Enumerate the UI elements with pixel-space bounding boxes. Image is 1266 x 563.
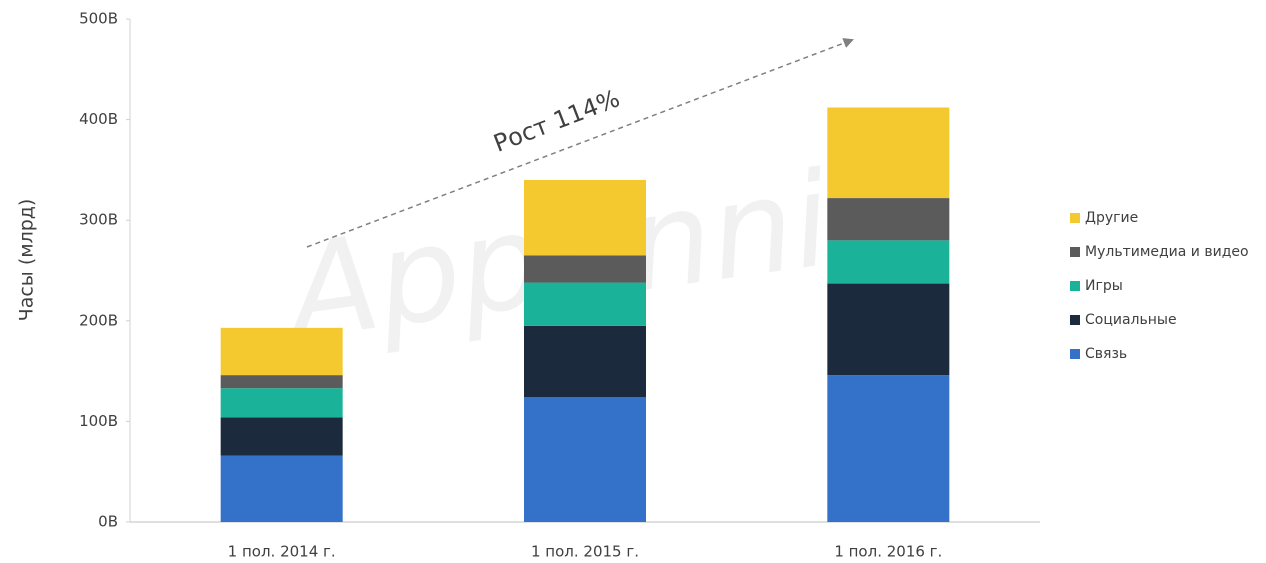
bar-segment bbox=[220, 388, 343, 418]
x-tick-label: 1 пол. 2015 г. bbox=[531, 543, 639, 561]
bar-segment bbox=[827, 375, 950, 522]
y-tick-label: 100В bbox=[79, 412, 118, 430]
bar-segment bbox=[220, 417, 343, 456]
bar-segment bbox=[220, 375, 343, 389]
bar-segment bbox=[827, 240, 950, 284]
y-tick-label: 500В bbox=[79, 10, 118, 28]
bar-segment bbox=[827, 283, 950, 376]
bar-segment bbox=[827, 107, 950, 199]
bar-segment bbox=[220, 327, 343, 376]
legend-label: Социальные bbox=[1085, 312, 1177, 328]
bar-segment bbox=[524, 325, 646, 398]
legend-label: Другие bbox=[1085, 210, 1138, 226]
y-axis-label: Часы (млрд) bbox=[16, 199, 38, 322]
y-tick-label: 300В bbox=[79, 211, 118, 229]
bar-segment bbox=[524, 255, 646, 283]
legend-label: Связь bbox=[1085, 346, 1127, 362]
legend-swatch bbox=[1070, 349, 1080, 359]
legend-label: Игры bbox=[1085, 278, 1123, 294]
bar-segment bbox=[524, 397, 646, 522]
trend-arrow bbox=[306, 38, 854, 248]
x-tick-label: 1 пол. 2016 г. bbox=[834, 543, 942, 561]
y-tick-label: 200В bbox=[79, 311, 118, 329]
y-tick-label: 0В bbox=[98, 513, 118, 531]
legend-label: Мультимедиа и видео bbox=[1085, 244, 1249, 260]
legend-swatch bbox=[1070, 213, 1080, 223]
bar-segment bbox=[220, 455, 343, 522]
legend-swatch bbox=[1070, 247, 1080, 257]
y-tick-label: 400В bbox=[79, 110, 118, 128]
annotation: Рост 114% bbox=[490, 84, 624, 158]
legend-swatch bbox=[1070, 315, 1080, 325]
bar-segment bbox=[524, 179, 646, 256]
x-tick-label: 1 пол. 2014 г. bbox=[228, 543, 336, 561]
legend-swatch bbox=[1070, 281, 1080, 291]
bar-segment bbox=[524, 282, 646, 326]
bar-segment bbox=[827, 198, 950, 241]
